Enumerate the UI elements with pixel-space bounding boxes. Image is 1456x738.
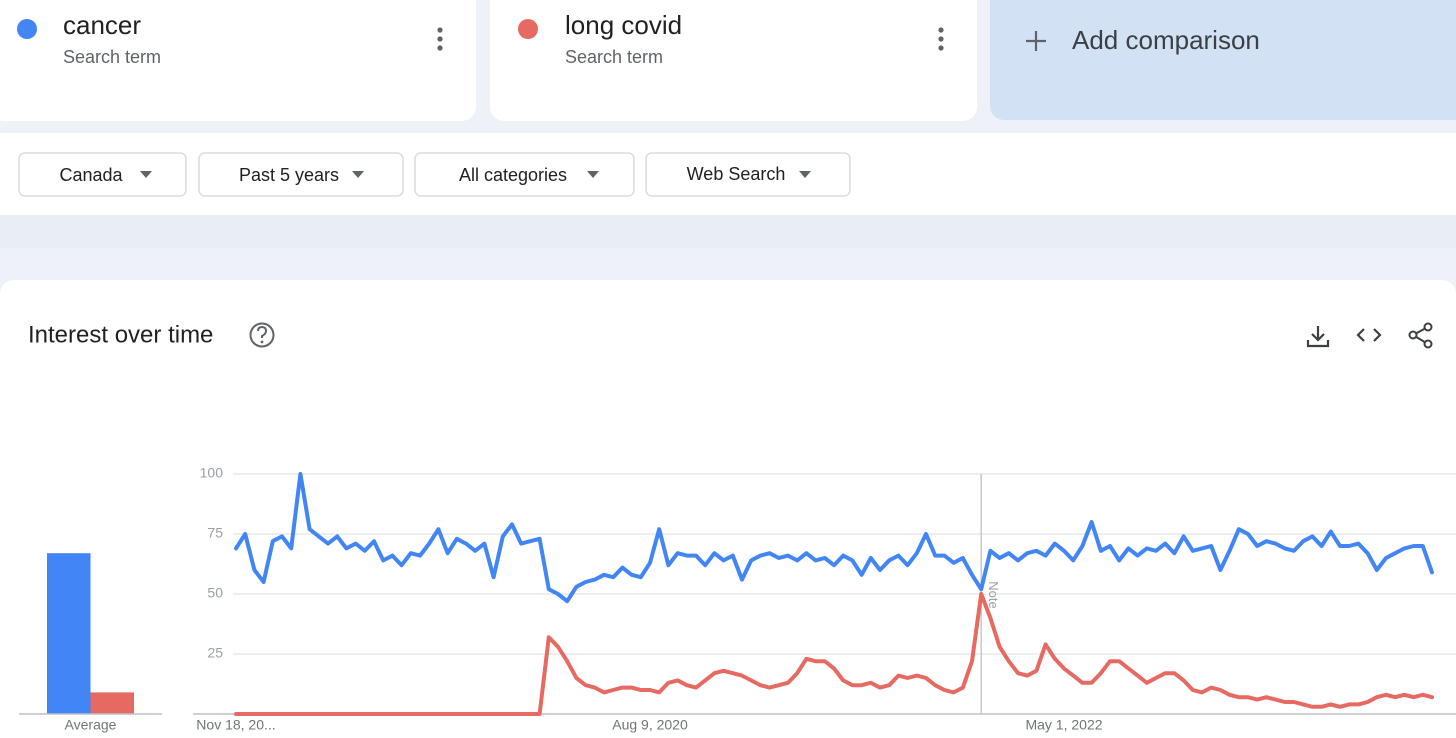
filter-label: Canada bbox=[59, 165, 123, 185]
help-icon[interactable] bbox=[249, 322, 275, 348]
average-bar bbox=[90, 692, 134, 714]
filter[interactable]: Canada bbox=[18, 152, 187, 197]
plot: Average 25 50 75 100 Note Nov 18, 20... Aug 9, … bbox=[19, 465, 1456, 733]
term-dot bbox=[17, 19, 37, 39]
dropdown-arrow bbox=[587, 171, 599, 178]
filter-box[interactable] bbox=[414, 152, 635, 197]
filter-label: Past 5 years bbox=[239, 165, 339, 185]
chart-panel bbox=[0, 280, 1456, 738]
filter[interactable]: Past 5 years bbox=[198, 152, 404, 197]
term-name: long covid bbox=[565, 10, 682, 40]
menu-icon[interactable] bbox=[437, 27, 443, 51]
y-tick-label: 50 bbox=[207, 585, 223, 601]
trend-line bbox=[234, 592, 1434, 716]
term-name: cancer bbox=[63, 10, 141, 40]
x-tick-label: Nov 18, 20... bbox=[196, 717, 275, 733]
download-icon[interactable] bbox=[1306, 326, 1330, 348]
term-subtitle: Search term bbox=[565, 47, 663, 67]
dropdown-arrow bbox=[799, 171, 811, 178]
term-card[interactable] bbox=[490, 0, 977, 121]
menu-icon[interactable] bbox=[938, 27, 944, 51]
dropdown-arrow bbox=[352, 171, 364, 178]
note-label: Note bbox=[986, 581, 1001, 608]
term-dot bbox=[518, 19, 538, 39]
y-tick-label: 100 bbox=[200, 465, 224, 481]
filter-box[interactable] bbox=[198, 152, 404, 197]
filter[interactable]: Web Search bbox=[645, 152, 851, 197]
filter-label: All categories bbox=[459, 165, 567, 185]
filter-label: Web Search bbox=[687, 164, 786, 184]
embed-icon[interactable] bbox=[1356, 328, 1382, 342]
section-title: Interest over time bbox=[28, 321, 213, 348]
x-tick-label: Average bbox=[65, 717, 117, 733]
plus-icon bbox=[1026, 31, 1046, 51]
share-icon[interactable] bbox=[1408, 322, 1433, 349]
y-tick-label: 75 bbox=[207, 525, 223, 541]
filter-box[interactable] bbox=[18, 152, 187, 197]
add-comparison[interactable]: Add comparison bbox=[1072, 25, 1260, 55]
x-tick-label: May 1, 2022 bbox=[1025, 717, 1102, 733]
dropdown-arrow bbox=[140, 171, 152, 178]
term-subtitle: Search term bbox=[63, 47, 161, 67]
y-tick-label: 25 bbox=[207, 645, 223, 661]
add-comparison-card[interactable] bbox=[990, 0, 1456, 120]
average-bar bbox=[47, 553, 91, 714]
filter[interactable]: All categories bbox=[414, 152, 635, 197]
spacer bbox=[0, 215, 1456, 248]
term-card[interactable] bbox=[0, 0, 476, 121]
x-tick-label: Aug 9, 2020 bbox=[612, 717, 688, 733]
filter-box[interactable] bbox=[645, 152, 851, 197]
trend-line bbox=[234, 472, 1434, 604]
